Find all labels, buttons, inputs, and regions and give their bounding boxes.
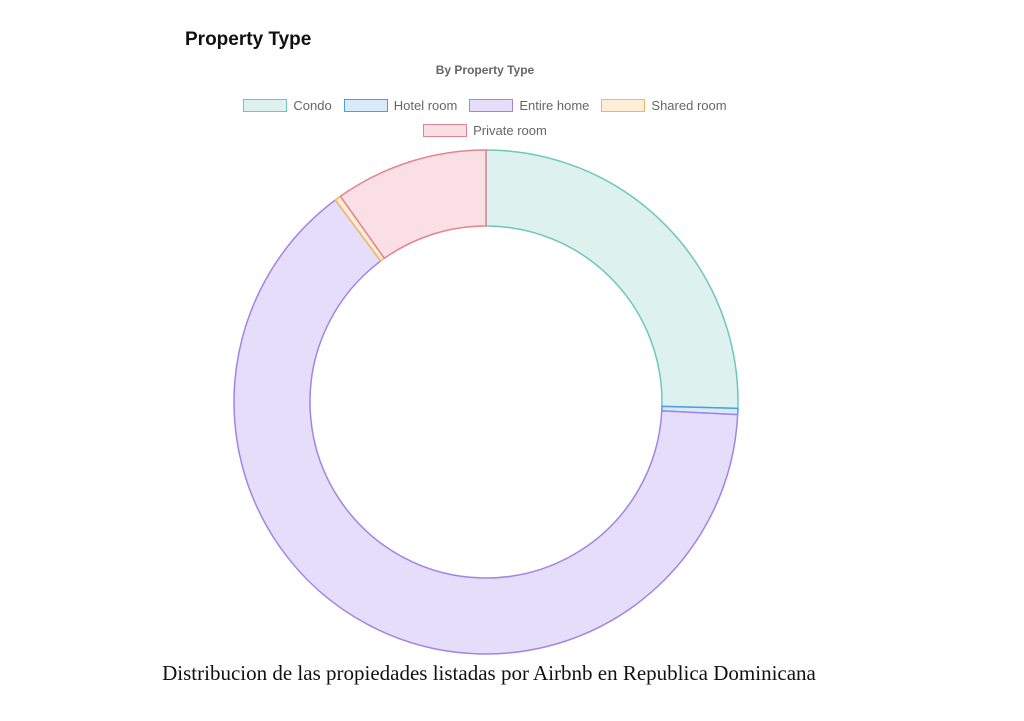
figure-caption: Distribucion de las propiedades listadas… (162, 661, 816, 685)
legend-label-condo: Condo (293, 98, 332, 113)
legend-label-hotel-room: Hotel room (393, 98, 458, 113)
slice-condo[interactable] (485, 149, 739, 410)
card-title: Property Type (185, 29, 312, 50)
legend-item-shared-room[interactable]: Shared room (601, 97, 727, 114)
legend-item-entire-home[interactable]: Entire home (469, 97, 589, 114)
legend-item-private-room[interactable]: Private room (423, 122, 547, 139)
legend-swatch-condo (243, 99, 288, 112)
chart-title: By Property Type (435, 63, 535, 77)
legend-swatch-private-room (423, 124, 468, 137)
legend-swatch-hotel-room (343, 99, 388, 112)
legend-swatch-shared-room (601, 99, 646, 112)
chart-legend: Condo Hotel room Entire home Shared room… (225, 97, 745, 139)
legend-label-private-room: Private room (473, 123, 547, 138)
legend-item-hotel-room[interactable]: Hotel room (343, 97, 458, 114)
legend-swatch-entire-home (469, 99, 514, 112)
legend-label-shared-room: Shared room (651, 98, 727, 113)
legend-label-entire-home: Entire home (519, 98, 590, 113)
slice-entire-home[interactable] (233, 199, 739, 655)
legend-item-condo[interactable]: Condo (243, 97, 332, 114)
slice-private-room[interactable] (339, 149, 487, 260)
